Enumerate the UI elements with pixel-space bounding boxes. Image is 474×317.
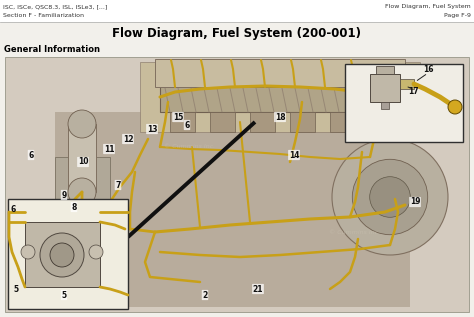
Text: 5: 5: [62, 290, 66, 300]
Text: 6: 6: [184, 120, 190, 130]
Polygon shape: [140, 62, 420, 132]
Bar: [25, 222, 100, 287]
Circle shape: [448, 100, 462, 114]
Text: 6: 6: [10, 204, 16, 214]
Bar: [400, 79, 414, 89]
Text: © Cummins Inc.: © Cummins Inc.: [329, 230, 381, 235]
Text: ISC, ISCe, QSC8.3, ISL, ISLe3, [...]: ISC, ISCe, QSC8.3, ISL, ISLe3, [...]: [3, 4, 108, 9]
Text: General Information: General Information: [4, 45, 100, 54]
Bar: [155, 59, 405, 87]
Bar: [376, 66, 394, 74]
Text: 17: 17: [408, 87, 419, 96]
Bar: [0, 0, 474, 22]
Text: 5: 5: [13, 286, 18, 294]
Text: © Cummins Inc.: © Cummins Inc.: [164, 145, 216, 150]
Circle shape: [89, 245, 103, 259]
Bar: [68, 124, 96, 192]
Text: 18: 18: [275, 113, 285, 121]
Circle shape: [68, 110, 96, 138]
Text: Section F - Familiarization: Section F - Familiarization: [3, 13, 84, 18]
Text: 6: 6: [28, 151, 34, 159]
Bar: [250, 112, 275, 132]
Text: 14: 14: [289, 151, 299, 159]
Bar: [5, 57, 469, 312]
Bar: [8, 199, 128, 309]
Bar: [345, 64, 463, 142]
Text: 11: 11: [104, 145, 114, 153]
Text: Flow Diagram, Fuel System: Flow Diagram, Fuel System: [385, 4, 471, 9]
Bar: [381, 102, 389, 109]
Text: 21: 21: [253, 284, 263, 294]
Text: Flow Diagram, Fuel System (200-001): Flow Diagram, Fuel System (200-001): [112, 27, 362, 40]
Circle shape: [352, 159, 428, 235]
Text: 9: 9: [61, 191, 67, 199]
Bar: [55, 157, 110, 227]
Text: 19: 19: [410, 197, 420, 206]
Bar: [55, 112, 410, 307]
Text: 2: 2: [202, 290, 208, 300]
Text: 7: 7: [115, 180, 121, 190]
Text: 15: 15: [173, 113, 183, 121]
Bar: [170, 112, 195, 132]
Text: 8: 8: [71, 203, 77, 211]
Bar: [370, 74, 400, 102]
Circle shape: [21, 245, 35, 259]
Text: 13: 13: [147, 125, 157, 133]
Circle shape: [50, 243, 74, 267]
Text: 16: 16: [423, 66, 433, 74]
Text: 12: 12: [123, 134, 133, 144]
Bar: [330, 112, 355, 132]
Text: 10: 10: [78, 158, 88, 166]
Bar: [290, 112, 315, 132]
Bar: [210, 112, 235, 132]
Circle shape: [40, 233, 84, 277]
Text: Page F-9: Page F-9: [444, 13, 471, 18]
Circle shape: [370, 177, 410, 217]
Bar: [160, 64, 395, 112]
Bar: [370, 112, 395, 132]
Circle shape: [68, 178, 96, 206]
Circle shape: [332, 139, 448, 255]
